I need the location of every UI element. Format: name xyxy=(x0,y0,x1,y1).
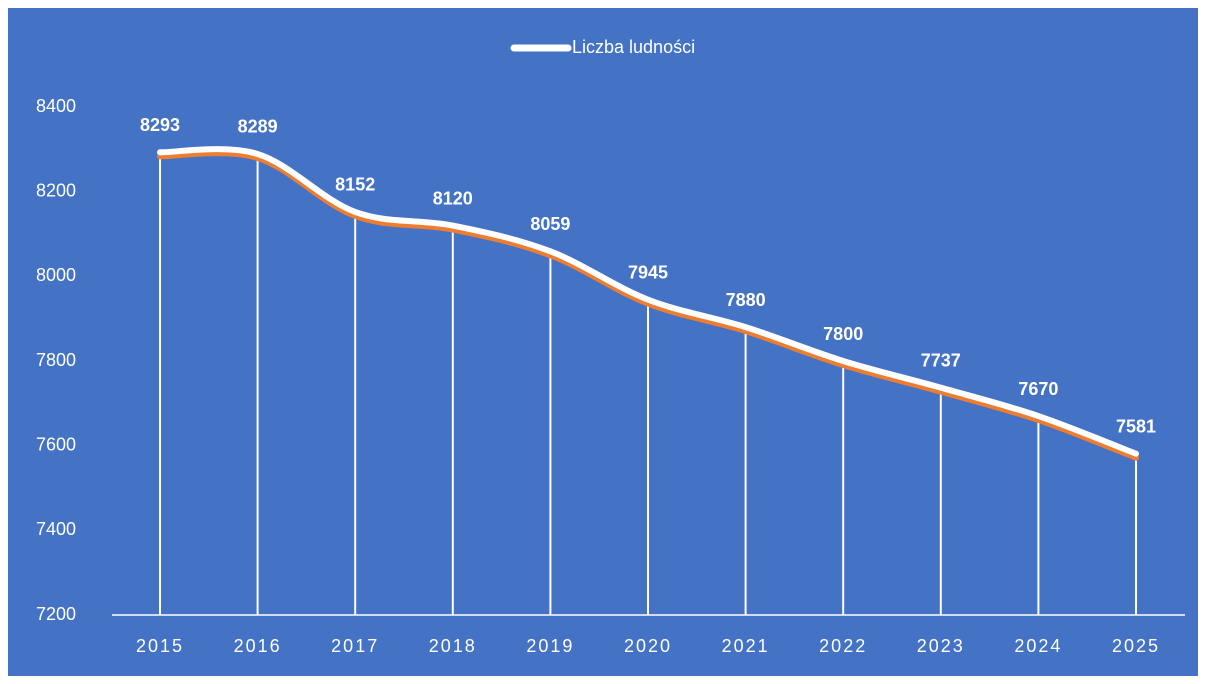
x-tick-label: 2016 xyxy=(234,636,282,656)
y-tick-label: 8400 xyxy=(36,96,76,116)
data-label: 7581 xyxy=(1116,416,1156,436)
x-tick-label: 2023 xyxy=(917,636,965,656)
y-tick-label: 7400 xyxy=(36,519,76,539)
data-label: 7945 xyxy=(628,262,668,282)
data-label: 7880 xyxy=(726,290,766,310)
x-tick-label: 2015 xyxy=(136,636,184,656)
line xyxy=(157,146,1139,457)
data-label: 8293 xyxy=(140,115,180,135)
x-tick-label: 2017 xyxy=(331,636,379,656)
y-tick-label: 8200 xyxy=(36,180,76,200)
x-tick-label: 2019 xyxy=(526,636,574,656)
chart-background xyxy=(8,8,1198,676)
x-tick-label: 2021 xyxy=(722,636,770,656)
data-label: 7800 xyxy=(823,324,863,344)
x-tick-label: 2018 xyxy=(429,636,477,656)
x-tick-label: 2024 xyxy=(1014,636,1062,656)
y-tick-label: 7600 xyxy=(36,434,76,454)
line-shadow xyxy=(157,150,1139,461)
data-label: 8120 xyxy=(433,188,473,208)
y-tick-label: 8000 xyxy=(36,265,76,285)
data-label: 7737 xyxy=(921,350,961,370)
y-tick-label: 7800 xyxy=(36,350,76,370)
y-tick-label: 7200 xyxy=(36,604,76,624)
data-label: 8059 xyxy=(530,214,570,234)
data-label: 8152 xyxy=(335,175,375,195)
data-label: 7670 xyxy=(1018,379,1058,399)
x-tick-label: 2022 xyxy=(819,636,867,656)
x-tick-label: 2025 xyxy=(1112,636,1160,656)
legend-label: Liczba ludności xyxy=(572,37,695,57)
data-label: 8289 xyxy=(238,117,278,137)
x-tick-label: 2020 xyxy=(624,636,672,656)
